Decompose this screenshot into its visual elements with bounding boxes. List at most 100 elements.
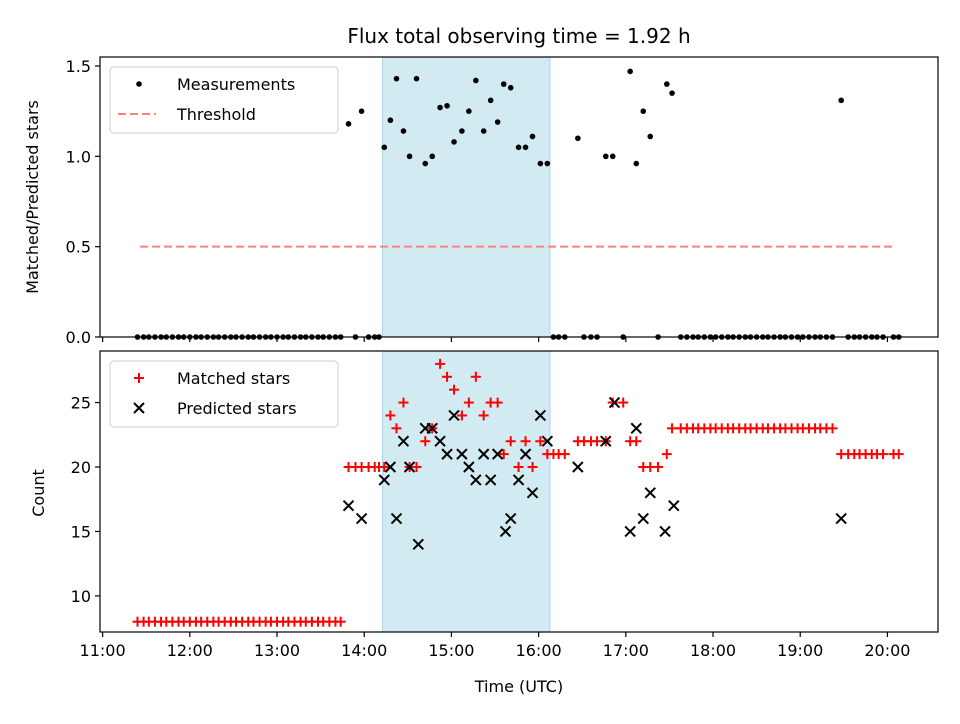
predicted-stars-point (378, 474, 390, 486)
matched-stars-point (513, 462, 524, 473)
predicted-stars-point (499, 525, 512, 538)
predicted-stars-point-b (426, 422, 438, 435)
x-tick-label: 17:00 (603, 641, 649, 660)
predicted-stars-point (572, 461, 584, 473)
predicted-stars-point-b (572, 461, 584, 473)
matched-stars-point (391, 423, 402, 434)
matched-stars-point (653, 462, 664, 473)
predicted-stars-point (426, 422, 438, 435)
x-tick-label: 16:00 (516, 641, 562, 660)
predicted-stars-point (477, 448, 490, 460)
legend-swatch (133, 402, 145, 414)
predicted-stars-point-b (378, 474, 390, 486)
legend: Matched stars Predicted stars (109, 360, 339, 428)
legend-swatch (134, 373, 144, 383)
measurement-point (633, 160, 640, 167)
measurement-point (627, 68, 633, 75)
matched-stars-point (385, 410, 396, 421)
predicted-stars-point-b (526, 487, 539, 499)
plot-frame (99, 56, 939, 338)
predicted-stars-point (505, 512, 517, 525)
predicted-stars-point-b (630, 422, 642, 435)
matched-stars-point (449, 384, 460, 395)
predicted-stars-point (668, 499, 680, 512)
top-y-axis-label: Matched/Predicted stars (23, 100, 42, 294)
x-tick-label: 12:00 (167, 641, 213, 660)
shaded-interval (382, 350, 551, 633)
predicted-stars-point (624, 525, 636, 538)
predicted-stars-point-b (499, 525, 512, 538)
x-axis-label: Time (UTC) (474, 677, 563, 696)
predicted-stars-point-b (456, 448, 468, 460)
predicted-stars-point (384, 461, 397, 473)
plot-frame (99, 350, 939, 633)
predicted-stars-point-b (600, 435, 612, 447)
x-tick-label: 18:00 (690, 641, 736, 660)
predicted-stars-point-b (484, 474, 497, 486)
predicted-stars-point-b (519, 448, 532, 460)
matched-stars-point (893, 449, 904, 460)
measurement-point (406, 153, 413, 160)
measurement-point (664, 81, 670, 87)
predicted-stars-point (534, 409, 547, 422)
predicted-stars-point (470, 474, 482, 486)
measurement-point (422, 160, 429, 167)
predicted-stars-point-b (403, 461, 416, 473)
predicted-stars-point (608, 396, 621, 409)
matched-stars-point (379, 462, 390, 473)
predicted-stars-point-b (512, 474, 525, 486)
measurement-point (444, 102, 450, 109)
matched-stars-point (618, 397, 629, 408)
predicted-stars-point-b (448, 409, 460, 422)
matched-stars-point (463, 397, 474, 408)
predicted-stars-point-b (355, 512, 368, 525)
predicted-stars-point-b (463, 461, 475, 473)
predicted-stars-point (541, 435, 554, 447)
matched-stars-point (435, 358, 446, 369)
predicted-stars-point (397, 435, 410, 447)
predicted-stars-point (412, 538, 424, 551)
matched-stars-point (661, 449, 672, 460)
measurement-point (507, 84, 514, 91)
predicted-stars-point-b (470, 474, 482, 486)
matched-stars-point (631, 436, 642, 447)
measurement-point (437, 104, 443, 111)
measurement-point (459, 128, 465, 134)
y-tick-label: 0.0 (66, 328, 91, 347)
x-tick-label: 14:00 (341, 641, 387, 660)
predicted-stars-point (403, 461, 416, 473)
legend-label: Matched stars (177, 369, 290, 388)
matched-stars-point (592, 436, 603, 447)
measurement-point (537, 160, 544, 167)
predicted-stars-point (448, 409, 460, 422)
predicted-stars-point-b (608, 396, 621, 409)
predicted-stars-point (512, 474, 525, 486)
matched-stars-point (559, 449, 570, 460)
predicted-stars-point-b (384, 461, 397, 473)
predicted-stars-point (390, 512, 403, 525)
y-tick-label: 1.5 (66, 57, 91, 76)
legend-box (109, 66, 339, 134)
legend-label: Threshold (176, 105, 256, 124)
measurement-point (838, 97, 845, 104)
measurement-point (669, 90, 675, 96)
measurement-point (522, 144, 529, 151)
matched-stars-point (492, 397, 503, 408)
predicted-stars-point-b (342, 499, 355, 512)
measurement-point (602, 153, 609, 160)
measurement-point (393, 75, 400, 82)
predicted-stars-point (484, 474, 497, 486)
predicted-stars-point (441, 448, 453, 460)
measurement-point (487, 97, 494, 104)
matched-stars-point (335, 616, 346, 627)
predicted-stars-point (491, 448, 504, 460)
bottom-panel: 10 15 20 25 11:00 12:00 13:00 14:00 15:00 16:00 17… (71, 350, 939, 660)
predicted-stars-point (630, 422, 642, 435)
predicted-stars-point (519, 448, 532, 460)
predicted-stars-point (456, 448, 468, 460)
matched-stars-point (527, 462, 538, 473)
y-tick-label: 15 (71, 522, 91, 541)
predicted-stars-point (434, 435, 446, 447)
measurement-point (575, 135, 581, 142)
